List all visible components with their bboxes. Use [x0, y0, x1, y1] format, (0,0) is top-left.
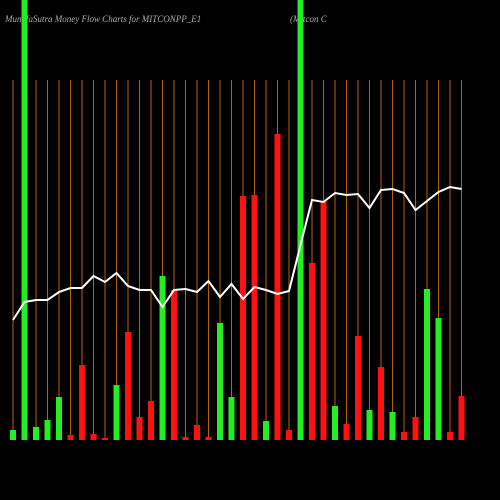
bar — [159, 276, 166, 440]
bar — [182, 437, 189, 440]
bar — [148, 401, 154, 440]
bar — [274, 134, 281, 440]
bar — [320, 201, 327, 440]
bar — [401, 432, 407, 440]
bar — [79, 365, 85, 440]
bar — [33, 427, 39, 440]
bar — [67, 435, 74, 440]
chart-subtitle: (Mitcon C — [290, 14, 328, 24]
bar — [102, 438, 108, 440]
bar — [240, 196, 246, 440]
bar — [447, 432, 453, 440]
bar — [355, 336, 361, 440]
bar — [458, 396, 465, 440]
bar — [113, 385, 120, 440]
bar — [171, 290, 177, 440]
bar — [297, 0, 304, 440]
bar — [378, 367, 384, 440]
bar — [90, 434, 97, 440]
bar — [412, 417, 419, 440]
bar — [263, 421, 269, 440]
bar — [286, 430, 292, 440]
bar — [56, 397, 62, 440]
bar — [194, 425, 200, 440]
bar — [125, 332, 131, 440]
bar — [424, 289, 430, 440]
bar — [228, 397, 235, 440]
bar — [366, 410, 373, 440]
bar — [21, 0, 28, 440]
chart-title: MunafaSutra Money Flow Charts for MITCON… — [4, 14, 201, 24]
bar — [389, 412, 396, 440]
bar — [205, 437, 212, 440]
bar — [44, 420, 51, 440]
bar — [343, 424, 350, 440]
bar — [251, 195, 258, 440]
bar — [309, 263, 315, 440]
money-flow-line — [12, 185, 462, 321]
bar — [435, 318, 442, 440]
bar — [217, 323, 223, 440]
bar — [332, 406, 338, 440]
bar — [136, 417, 143, 440]
bar — [10, 430, 16, 440]
